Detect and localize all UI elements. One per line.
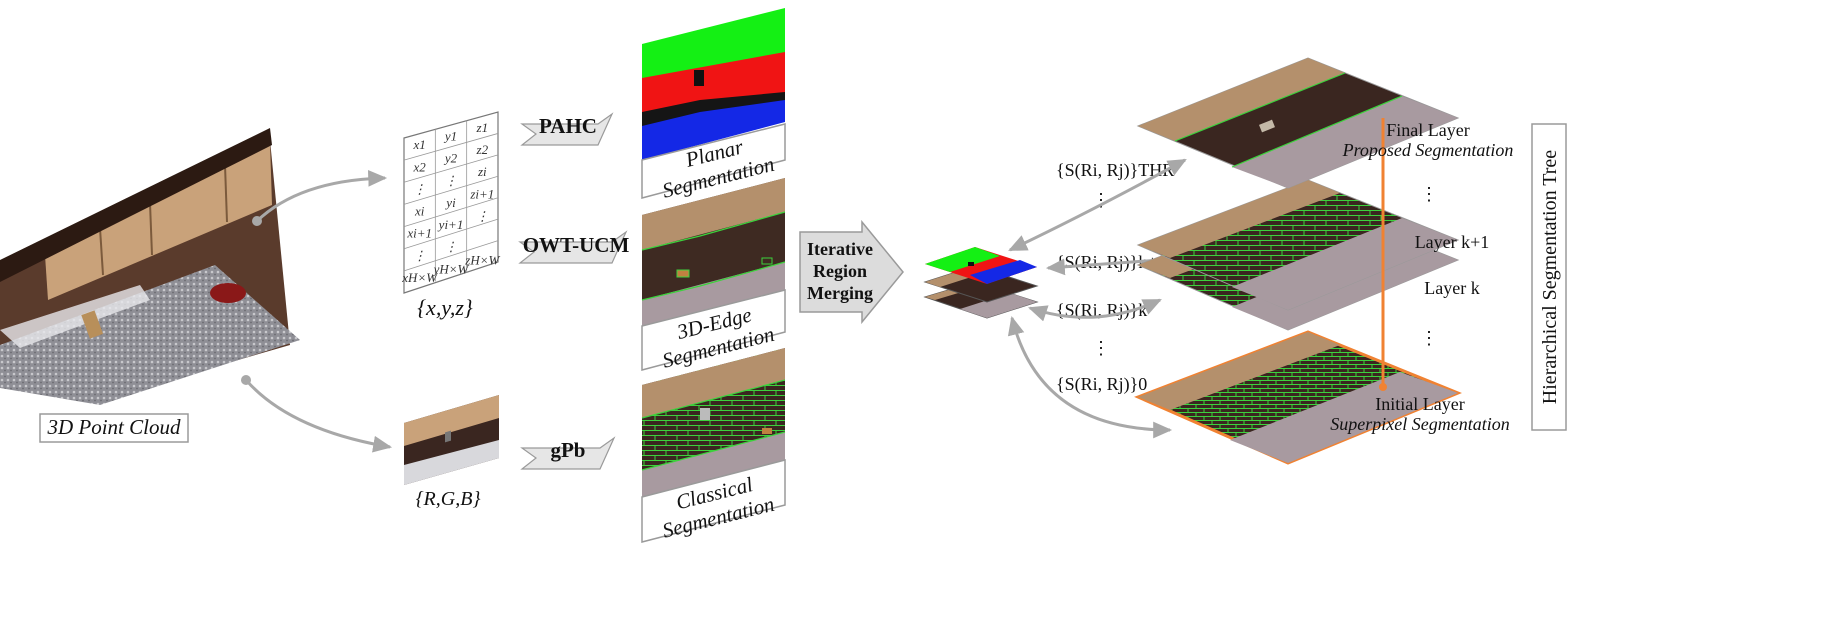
edge-segmentation-image	[641, 178, 786, 326]
matrix-row-line	[403, 175, 499, 205]
layer-dots-bottom: ⋮	[1420, 328, 1438, 348]
method-arrow-pahc: PAHC	[520, 112, 614, 146]
matrix-cell: x1	[413, 137, 426, 152]
matrix-cell: zi+1	[469, 186, 494, 201]
matrix-cell: yi	[444, 195, 456, 210]
similarity-0: {S(Ri, Rj)}0	[1056, 374, 1147, 395]
matrix-cell: ⋮	[445, 239, 458, 254]
final-layer-label: Final Layer	[1386, 120, 1469, 140]
matrix-cell: zH×W	[464, 253, 500, 268]
matrix-cell: y2	[443, 151, 458, 166]
layer-k-plus-1	[1136, 179, 1460, 311]
matrix-cell: y1	[443, 129, 457, 144]
classical-segmentation-image	[641, 348, 786, 497]
matrix-cell: z1	[476, 120, 489, 135]
merge-label-2: Region	[813, 261, 867, 281]
matrix-cell: ⋮	[476, 208, 489, 223]
point-cloud-image	[0, 128, 300, 405]
matrix-cell: yH×W	[432, 261, 470, 276]
matrix-row-line	[403, 197, 499, 227]
matrix-cell: z2	[476, 142, 489, 157]
iterative-region-merging-arrow: Iterative Region Merging	[799, 219, 904, 325]
dots-lower: ⋮	[1092, 338, 1110, 358]
tree-label: Hierarchical Segmentation Tree	[1539, 150, 1561, 404]
arrow-to-xyz	[255, 170, 388, 223]
initial-layer-sublabel: Superpixel Segmentation	[1330, 414, 1509, 434]
matrix-cell: ⋮	[445, 173, 458, 188]
initial-layer	[1134, 330, 1462, 465]
arrow-thr	[1008, 158, 1187, 252]
method-label-pahc: PAHC	[539, 114, 597, 138]
initial-layer-label: Initial Layer	[1375, 394, 1464, 414]
matrix-cell: yi+1	[437, 217, 464, 232]
layer-k-label: Layer k	[1424, 278, 1479, 298]
merge-label-3: Merging	[807, 283, 873, 303]
matrix-cell: zi	[477, 164, 487, 179]
method-arrow-owt-ucm: OWT-UCM	[518, 230, 630, 264]
point-cloud-label-box	[39, 413, 189, 443]
matrix-row-line	[403, 154, 499, 183]
merge-label-1: Iterative	[807, 239, 873, 259]
matrix-cell: x2	[413, 159, 427, 174]
layer-k1-label: Layer k+1	[1415, 232, 1490, 252]
matrix-cell: xi+1	[406, 226, 432, 241]
hierarchy-link-end	[1379, 383, 1387, 391]
xyz-matrix: x1 y1 z1 x2 y2 z2 ⋮ ⋮ zi xi yi zi+1 xi+1 yi+1 ⋮ ⋮ ⋮ xH×Wy…	[401, 111, 501, 294]
tree-label-box	[1531, 123, 1567, 431]
final-layer-sublabel: Proposed Segmentation	[1342, 140, 1514, 160]
similarity-thr: {S(Ri, Rj)}THR	[1056, 160, 1174, 181]
final-layer	[1136, 57, 1460, 189]
rgb-label: {R,G,B}	[416, 488, 481, 510]
matrix-row-line	[403, 240, 499, 272]
merged-layer-stack	[923, 247, 1039, 319]
point-cloud-label: 3D Point Cloud	[46, 415, 181, 439]
planar-segmentation-image	[642, 8, 785, 160]
arrow-to-rgb	[244, 379, 393, 453]
xyz-label: {x,y,z}	[417, 295, 473, 320]
method-arrow-gpb: gPb	[520, 436, 616, 470]
matrix-row-line	[403, 133, 499, 161]
matrix-row-line	[403, 218, 499, 250]
method-label-gpb: gPb	[550, 438, 585, 462]
arrow-0	[1007, 315, 1173, 439]
matrix-cell: xi	[414, 204, 425, 219]
layer-dots-top: ⋮	[1420, 184, 1438, 204]
method-label-owt-ucm: OWT-UCM	[523, 233, 630, 257]
rgb-image	[404, 395, 499, 485]
matrix-cell: xH×W	[401, 270, 438, 285]
matrix-cell: ⋮	[413, 248, 426, 263]
matrix-cell: ⋮	[413, 181, 426, 196]
